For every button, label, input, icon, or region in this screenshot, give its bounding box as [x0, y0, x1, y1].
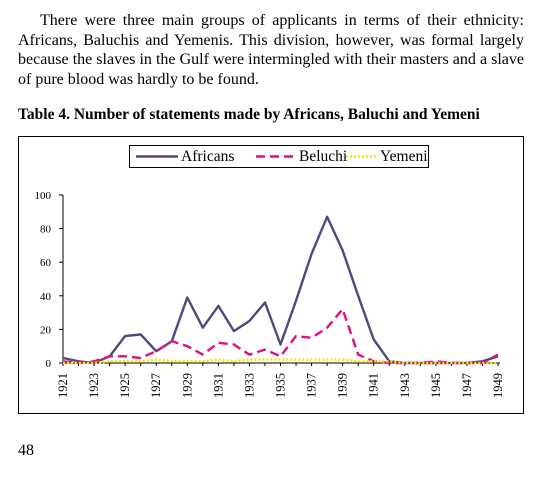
x-tick-label: 1941 [367, 373, 381, 398]
chart-axes: 0 20 40 60 80 100 1921 1923 1925 1927 1929 1931 1933… [35, 190, 506, 398]
legend-label-yemeni: Yemeni [380, 148, 428, 165]
y-tick-label: 100 [35, 190, 52, 202]
page-number: 48 [18, 442, 34, 459]
table-caption: Table 4. Number of statements made by Af… [18, 106, 480, 123]
x-tick-label: 1949 [491, 373, 505, 398]
chart-series [62, 215, 499, 365]
y-tick-label: 20 [40, 324, 52, 336]
x-tick-label: 1921 [56, 373, 70, 398]
x-tick-label: 1923 [87, 373, 101, 398]
x-tick-label: 1943 [398, 373, 412, 398]
line-chart: Africans Beluchi Yemeni 0 20 40 60 80 100 1921… [18, 136, 524, 414]
y-tick-label: 60 [40, 257, 52, 269]
x-tick-label: 1935 [274, 373, 288, 398]
x-tick-label: 1947 [460, 373, 474, 398]
body-paragraph: There were three main groups of applican… [18, 12, 524, 88]
chart-figure: Africans Beluchi Yemeni 0 20 40 60 80 100 1921… [18, 136, 524, 419]
x-tick-label: 1927 [149, 373, 163, 398]
series-line-yemeni [63, 358, 498, 365]
x-tick-label: 1925 [118, 373, 132, 398]
y-tick-label: 80 [40, 224, 52, 236]
x-tick-label: 1931 [211, 373, 225, 398]
x-tick-label: 1939 [336, 373, 350, 398]
series-line-beluchi [62, 307, 499, 365]
y-tick-label: 40 [40, 291, 52, 303]
x-tick-label: 1929 [180, 373, 194, 398]
x-tick-label: 1933 [242, 373, 256, 398]
x-tick-label: 1945 [429, 373, 443, 398]
y-tick-label: 0 [46, 358, 52, 370]
legend-label-beluchi: Beluchi [299, 148, 348, 165]
legend-label-africans: Africans [181, 148, 234, 165]
chart-frame [18, 136, 524, 414]
chart-legend: Africans Beluchi Yemeni [129, 145, 429, 168]
x-tick-label: 1937 [305, 373, 319, 398]
